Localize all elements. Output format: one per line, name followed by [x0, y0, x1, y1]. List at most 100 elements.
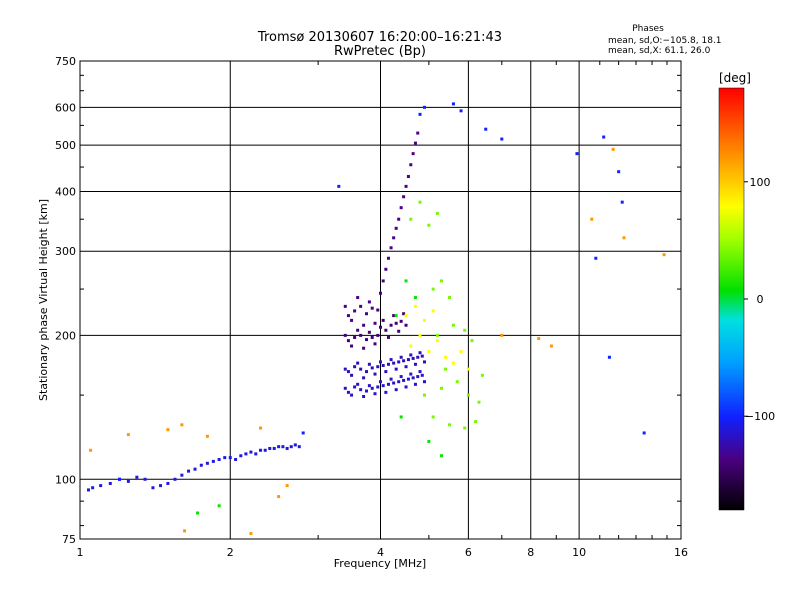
y-tick-label: 600 [55, 101, 76, 114]
data-point [422, 318, 426, 322]
data-point [386, 362, 390, 366]
data-point [402, 312, 406, 316]
data-point [594, 256, 598, 260]
data-point [293, 443, 297, 447]
data-point [343, 304, 347, 308]
data-point [409, 372, 413, 376]
data-point [126, 433, 130, 437]
data-point [381, 279, 385, 283]
plot-frame [79, 60, 682, 540]
data-point [249, 450, 253, 454]
data-point [193, 467, 197, 471]
data-point [389, 358, 393, 362]
data-point [337, 184, 341, 188]
data-point [99, 484, 103, 488]
data-point [463, 328, 467, 332]
data-point [620, 200, 624, 204]
data-point [249, 532, 253, 536]
data-point [435, 211, 439, 215]
data-point [365, 338, 369, 342]
data-point [386, 256, 390, 260]
data-point [362, 394, 366, 398]
data-point [384, 328, 388, 332]
data-point [180, 473, 184, 477]
data-point [420, 373, 424, 377]
data-point [376, 365, 380, 369]
data-point [394, 314, 398, 318]
chart-subtitle: RwPretec (Bp) [334, 44, 426, 59]
data-point [281, 445, 285, 449]
y-tick-label: 200 [55, 329, 76, 342]
data-point [590, 217, 594, 221]
data-point [350, 393, 354, 397]
data-point [376, 333, 380, 337]
data-point [394, 367, 398, 371]
data-point [404, 323, 408, 327]
data-point [413, 296, 417, 300]
data-point [418, 333, 422, 337]
chart-title: Tromsø 20130607 16:20:00–16:21:43 [257, 30, 502, 45]
data-point [463, 426, 467, 430]
data-point [392, 381, 396, 385]
data-point [397, 217, 401, 221]
data-point [384, 267, 388, 271]
data-point [285, 484, 289, 488]
data-point [297, 445, 301, 449]
data-point [459, 350, 463, 354]
data-point [343, 333, 347, 337]
data-point [217, 504, 221, 508]
data-point [473, 420, 477, 424]
data-point [365, 389, 369, 393]
data-point [397, 360, 401, 364]
data-point [422, 393, 426, 397]
data-point [173, 477, 177, 481]
data-point [413, 382, 417, 386]
data-point [359, 333, 363, 337]
data-point [346, 390, 350, 394]
data-point [389, 377, 393, 381]
data-point [409, 344, 413, 348]
data-point [362, 346, 366, 350]
data-point [277, 445, 281, 449]
data-point [118, 477, 122, 481]
data-point [370, 306, 374, 310]
data-point [356, 296, 360, 300]
data-point [413, 304, 417, 308]
data-point [435, 339, 439, 343]
data-point [259, 448, 263, 452]
colorbar-ticks: 100 0 −100 [744, 176, 775, 423]
data-point [394, 226, 398, 230]
data-point [301, 431, 305, 435]
data-point [386, 335, 390, 339]
x-tick-label: 4 [377, 546, 384, 559]
data-point [239, 454, 243, 458]
data-point [418, 351, 422, 355]
data-point [575, 152, 579, 156]
data-point [404, 385, 408, 389]
data-point [416, 375, 420, 379]
x-tick-label: 10 [572, 546, 586, 559]
data-point [353, 309, 357, 313]
phases-title: Phases [632, 24, 664, 34]
data-point [381, 363, 385, 367]
data-point [444, 355, 448, 359]
y-tick-label: 750 [55, 55, 76, 68]
data-point [367, 384, 371, 388]
data-point [263, 448, 267, 452]
data-point [384, 390, 388, 394]
data-point [159, 484, 163, 488]
data-point [89, 448, 93, 452]
data-point [350, 318, 354, 322]
data-point [199, 463, 203, 467]
data-point [399, 355, 403, 359]
data-point [448, 423, 452, 427]
data-point [205, 434, 209, 438]
data-point [367, 330, 371, 334]
data-point [406, 358, 410, 362]
data-point [409, 217, 413, 221]
data-point [399, 375, 403, 379]
grid [79, 60, 682, 540]
x-axis-label: Frequency [MHz] [334, 557, 426, 570]
data-point [350, 344, 354, 348]
